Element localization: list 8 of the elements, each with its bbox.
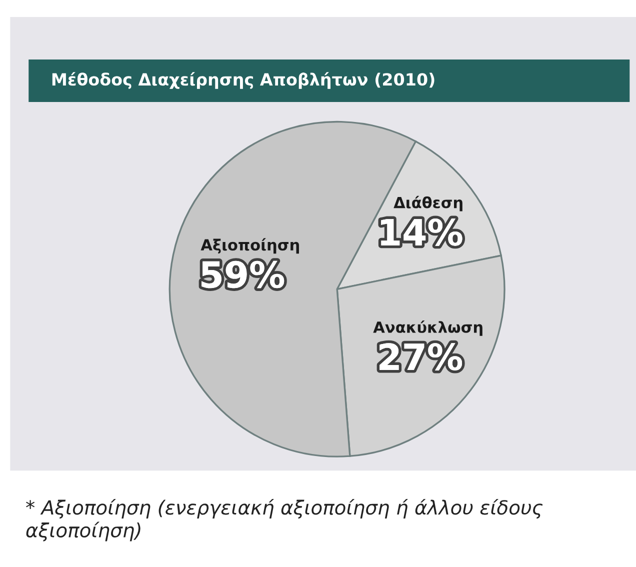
chart-title: Μέθοδος Διαχείρησης Αποβλήτων (2010) (52, 72, 434, 89)
text: * Αξιοποίηση (ενεργειακή αξιοποίηση ή άλλου είδους αξιοποίηση) (26, 498, 543, 542)
data-label: 14% (381, 218, 462, 246)
data-label: 27% (380, 343, 462, 370)
slice-label: Αξιοποίηση (200, 238, 299, 254)
data-label: 59% (202, 260, 284, 288)
slice-label: Διάθεση (394, 196, 462, 212)
slice-label: Ανακύκλωση (373, 320, 482, 336)
